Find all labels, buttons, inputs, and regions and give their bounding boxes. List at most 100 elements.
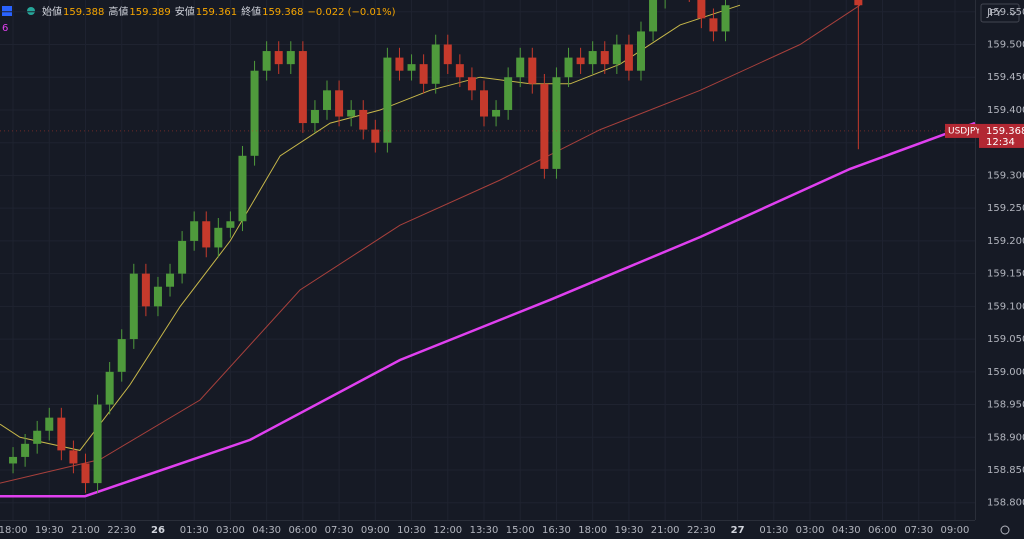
y-tick-label: 158.950 <box>987 400 1024 411</box>
currency-label[interactable]: JPY <box>986 8 1003 19</box>
candle-body <box>636 31 645 71</box>
y-tick-label: 159.400 <box>987 105 1024 116</box>
symbol-label: USDJPY <box>948 126 981 136</box>
y-tick-label: 158.850 <box>987 465 1024 476</box>
ohlc-value: 159.389 <box>129 7 170 18</box>
ohlc-label: 安値 <box>175 5 195 18</box>
candle-body <box>298 51 307 124</box>
candle-body <box>274 51 283 65</box>
x-tick-label: 03:00 <box>216 525 245 536</box>
candle-body <box>649 0 658 32</box>
candle-body <box>21 443 30 457</box>
candle-body <box>129 273 138 340</box>
x-tick-label: 19:30 <box>35 525 64 536</box>
candle-body <box>178 240 187 274</box>
candle-body <box>214 227 223 248</box>
candle-body <box>238 155 247 222</box>
x-tick-label: 10:30 <box>397 525 426 536</box>
y-tick-label: 159.150 <box>987 269 1024 280</box>
ohlc-value: 159.388 <box>63 7 104 18</box>
x-tick-label: 09:00 <box>361 525 390 536</box>
ohlc-label: 始値 <box>42 5 62 18</box>
candle-body <box>540 83 549 169</box>
y-tick-label: 158.800 <box>987 498 1024 509</box>
ohlc-value: 159.368 <box>262 7 303 18</box>
candle-body <box>141 273 150 307</box>
candle-body <box>262 51 271 71</box>
moving-average <box>0 4 861 484</box>
candle-body <box>612 44 621 65</box>
candle-body <box>709 18 718 32</box>
moving-average <box>0 121 976 498</box>
candle-body <box>443 44 452 65</box>
x-tick-label: 07:30 <box>325 525 354 536</box>
candle-body <box>407 64 416 71</box>
x-tick-label: 18:00 <box>578 525 607 536</box>
candle-body <box>310 109 319 124</box>
status-dot <box>27 7 35 15</box>
candle-body <box>516 57 525 78</box>
candle-body <box>479 90 488 117</box>
y-tick-label: 158.900 <box>987 432 1024 443</box>
currency-button[interactable] <box>980 3 1020 23</box>
x-tick-label: 21:00 <box>71 525 100 536</box>
symbol-tag <box>945 123 979 138</box>
y-tick-label: 159.050 <box>987 334 1024 345</box>
logo <box>2 6 12 16</box>
candle-body <box>624 44 633 71</box>
candle-body <box>286 51 295 65</box>
candle-body <box>455 64 464 78</box>
candle-body <box>467 77 476 91</box>
countdown-label: 12:34 <box>986 137 1015 148</box>
x-tick-label: 01:30 <box>180 525 209 536</box>
candle-body <box>9 456 18 464</box>
x-tick-label: 13:30 <box>470 525 499 536</box>
candle-body <box>117 339 126 372</box>
ohlc-label: 高値 <box>108 5 128 18</box>
x-tick-label: 07:30 <box>904 525 933 536</box>
y-tick-label: 159.550 <box>987 7 1024 18</box>
change-label: −0.022 (−0.01%) <box>307 7 395 18</box>
y-tick-label: 159.250 <box>987 203 1024 214</box>
x-tick-label: 19:30 <box>614 525 643 536</box>
candle-body <box>323 90 332 110</box>
x-tick-label: 18:00 <box>0 525 27 536</box>
candle-body <box>57 417 66 451</box>
x-tick-label: 04:30 <box>252 525 281 536</box>
candle-body <box>419 64 428 84</box>
x-tick-label: 26 <box>151 525 165 536</box>
settings-icon[interactable] <box>1000 525 1010 535</box>
x-tick-label: 01:30 <box>759 525 788 536</box>
candle-body <box>33 430 42 444</box>
y-tick-label: 159.450 <box>987 72 1024 83</box>
candles <box>9 0 863 493</box>
candle-body <box>504 77 513 110</box>
y-tick-label: 159.000 <box>987 367 1024 378</box>
candle-body <box>166 273 175 287</box>
x-tick-label: 03:00 <box>796 525 825 536</box>
dropdown-icon[interactable] <box>1009 11 1017 16</box>
candle-body <box>202 221 211 248</box>
candle-body <box>431 44 440 84</box>
candle-body <box>93 404 102 484</box>
candle-body <box>226 221 235 228</box>
x-tick-label: 22:30 <box>107 525 136 536</box>
ohlc-value: 159.361 <box>196 7 237 18</box>
candle-body <box>250 70 259 156</box>
price-tag <box>979 123 1024 148</box>
last-price-label: 159.368 <box>986 126 1024 137</box>
candle-body <box>359 109 368 130</box>
candle-body <box>153 286 162 307</box>
candle-body <box>347 109 356 117</box>
candle-body <box>697 0 706 19</box>
candle-body <box>564 57 573 78</box>
y-tick-label: 159.500 <box>987 40 1024 51</box>
candle-body <box>105 371 114 405</box>
candle-body <box>721 5 730 32</box>
moving-average <box>0 4 741 451</box>
candle-body <box>528 57 537 84</box>
candle-body <box>588 51 597 65</box>
candle-body <box>69 450 78 464</box>
ohlc-label: 終値 <box>241 5 261 18</box>
candle-body <box>383 57 392 143</box>
